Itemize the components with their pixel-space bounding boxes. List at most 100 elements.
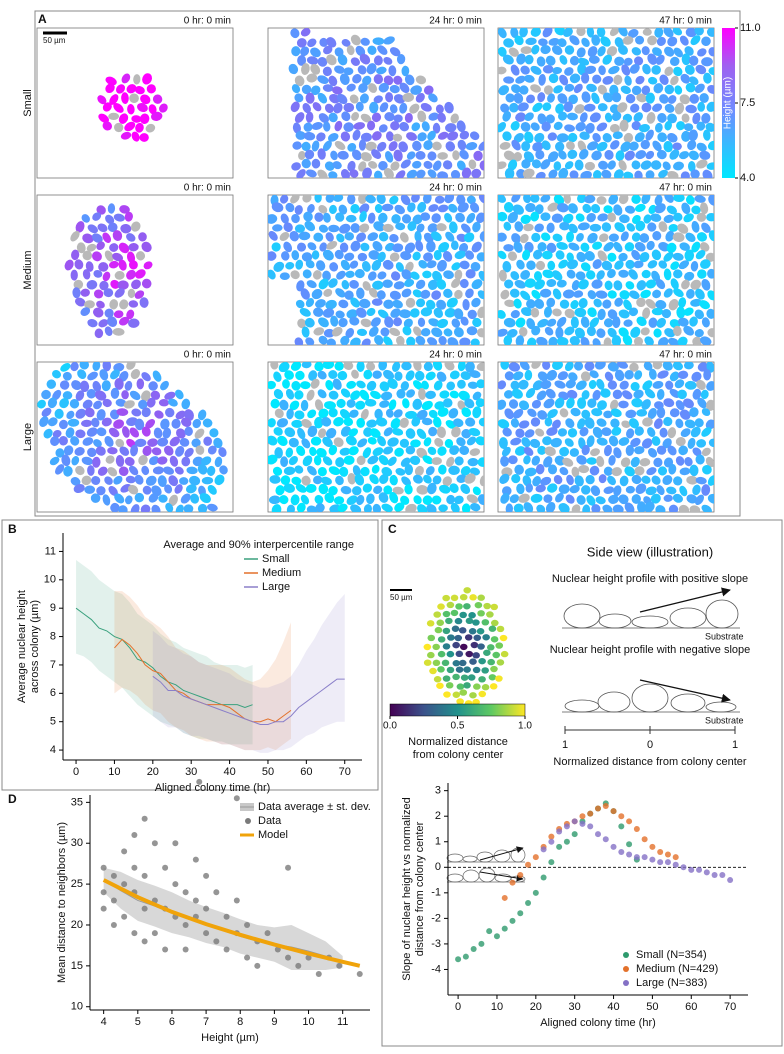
nucleus	[679, 242, 691, 251]
nucleus	[346, 45, 355, 56]
nucleus	[413, 326, 422, 337]
point	[626, 841, 633, 848]
nucleus	[432, 362, 443, 371]
nucleus	[601, 427, 612, 437]
nucleus	[641, 85, 651, 96]
nucleus	[472, 652, 480, 659]
nucleus	[346, 495, 358, 506]
nucleus	[366, 307, 376, 317]
nucleus	[369, 101, 379, 114]
nucleus	[102, 362, 112, 372]
nucleus	[272, 224, 283, 232]
nucleus	[659, 427, 668, 438]
nucleus	[596, 270, 605, 280]
nucleus	[542, 64, 554, 74]
nucleus	[358, 161, 367, 172]
nucleus	[498, 399, 507, 410]
nucleus	[546, 483, 558, 493]
nucleus	[268, 418, 276, 428]
nucleus	[366, 380, 377, 391]
nucleus	[145, 419, 156, 429]
nucleus	[353, 122, 365, 130]
nucleus	[607, 475, 616, 486]
nucleus	[425, 371, 436, 381]
nucleus	[86, 389, 97, 399]
nucleus	[663, 416, 673, 427]
nucleus	[110, 369, 120, 380]
nucleus	[337, 150, 349, 160]
nucleus	[80, 419, 93, 427]
nucleus	[507, 329, 518, 338]
nucleus	[411, 195, 420, 203]
nucleus	[168, 494, 178, 507]
nucleus	[474, 601, 483, 609]
nucleus	[688, 160, 696, 172]
nucleus	[428, 318, 440, 327]
nucleus	[656, 149, 667, 160]
nucleus	[696, 142, 707, 152]
nucleus	[334, 140, 346, 151]
nucleus	[455, 666, 464, 673]
nucleus	[516, 53, 526, 65]
nucleus	[125, 475, 136, 484]
nucleus	[595, 496, 606, 505]
nucleus	[677, 317, 689, 327]
point	[548, 833, 555, 840]
nucleus	[52, 429, 62, 438]
nucleus	[461, 407, 472, 418]
nucleus	[399, 121, 409, 132]
nucleus	[668, 463, 677, 475]
nucleus	[300, 288, 310, 300]
nucleus	[683, 123, 694, 132]
nucleus	[531, 325, 541, 336]
nucleus	[305, 169, 317, 178]
nucleus	[273, 371, 282, 382]
nucleus	[308, 370, 318, 381]
nucleus	[295, 484, 307, 493]
nucleus	[318, 317, 329, 328]
nucleus	[461, 167, 472, 178]
nucleus	[457, 139, 467, 151]
nucleus	[555, 250, 565, 260]
nucleus	[657, 112, 667, 123]
nucleus	[540, 195, 551, 203]
nucleus	[607, 160, 616, 170]
nucleus	[339, 447, 351, 456]
nucleus	[673, 212, 683, 222]
nucleus	[457, 202, 469, 213]
nucleus	[96, 427, 107, 437]
nucleus	[364, 398, 377, 407]
nucleus	[131, 131, 140, 142]
nucleus	[82, 233, 94, 244]
nucleus	[665, 380, 674, 390]
nucleus	[706, 101, 714, 112]
nucleus	[118, 242, 130, 254]
nucleus	[392, 428, 404, 436]
nucleus	[319, 37, 329, 47]
x-tick-label: 60	[685, 1001, 697, 1013]
nucleus	[646, 112, 656, 124]
panel-label: A	[38, 12, 47, 26]
nucleus	[631, 474, 642, 485]
nucleus	[525, 202, 536, 213]
nucleus	[350, 297, 360, 308]
nucleus	[631, 249, 641, 261]
nucleus	[405, 428, 416, 439]
nucleus	[141, 372, 151, 382]
nucleus	[629, 362, 639, 372]
nucleus	[630, 456, 640, 468]
nucleus	[432, 270, 443, 282]
point	[540, 846, 547, 853]
nucleus	[655, 505, 666, 512]
nucleus	[420, 103, 432, 112]
nucleus	[531, 232, 541, 242]
x-tick-label: 50	[646, 1001, 658, 1013]
nucleus	[362, 447, 372, 459]
nucleus	[401, 362, 412, 371]
nucleus	[341, 280, 350, 290]
nucleus	[557, 111, 568, 121]
nucleus	[128, 465, 139, 476]
nucleus	[175, 389, 184, 400]
nucleus	[371, 464, 380, 474]
nucleus	[617, 102, 628, 113]
